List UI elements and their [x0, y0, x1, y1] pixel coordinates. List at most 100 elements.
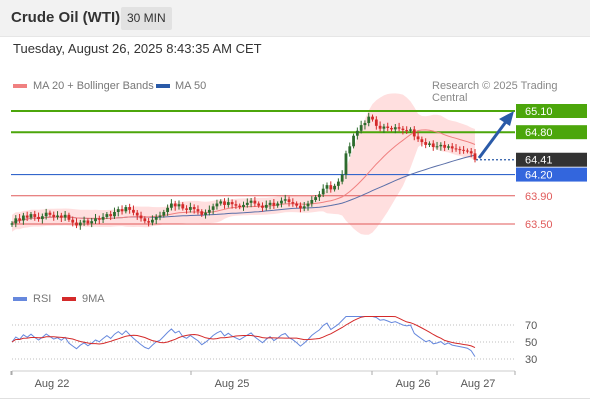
legend-swatch-9ma [62, 297, 76, 301]
bollinger-band-area [12, 93, 475, 235]
legend-item-9ma: 9MA [82, 293, 105, 305]
candle-body [382, 126, 386, 129]
candle-body [67, 214, 71, 220]
candle-body [409, 129, 412, 131]
candle-body [21, 215, 25, 221]
rsi-9ma-line [11, 316, 476, 349]
candle-body [287, 199, 291, 203]
projection-arrow-line [477, 118, 510, 159]
candle-body [86, 220, 90, 224]
candle-body [264, 204, 268, 208]
candle-body [431, 143, 435, 148]
candle-body [318, 194, 321, 198]
candle-body [374, 119, 378, 126]
candle-body [173, 203, 177, 207]
candle-body [200, 211, 204, 215]
candle-body [154, 216, 158, 220]
candle-body [333, 185, 336, 190]
legend-swatch-rsi [13, 297, 27, 301]
candles-group [10, 112, 477, 230]
chart-datetime: Tuesday, August 26, 2025 8:43:35 AM CET [13, 41, 262, 56]
candle-body [97, 218, 101, 220]
candle-body [443, 144, 447, 148]
candle-body [188, 207, 192, 210]
candle-body [428, 143, 431, 145]
candle-body [283, 199, 287, 201]
candle-body [393, 127, 397, 130]
candle-body [439, 144, 443, 147]
candle-body [166, 207, 169, 212]
candle-body [25, 215, 29, 218]
candle-body [185, 208, 188, 210]
candle-body [367, 116, 371, 124]
candle-body [371, 116, 374, 120]
candle-body [29, 214, 33, 218]
candle-body [299, 205, 302, 209]
candle-body [128, 207, 132, 210]
candle-body [359, 125, 363, 131]
candle-body [147, 221, 151, 223]
candle-body [242, 204, 245, 208]
candle-body [40, 216, 44, 220]
candle-body [348, 146, 352, 154]
candle-body [325, 185, 329, 189]
candle-body [416, 136, 420, 140]
candle-body [363, 123, 367, 126]
candle-body [352, 135, 355, 147]
x-tick-label-aug-26: Aug 26 [396, 378, 431, 390]
legend-item-rsi: RSI [33, 293, 52, 305]
candle-body [424, 142, 428, 145]
candle-body [132, 209, 135, 213]
legend-swatch-ma50 [156, 84, 170, 88]
candle-body [211, 206, 215, 210]
candle-body [272, 202, 276, 206]
candle-body [33, 214, 37, 217]
candle-body [291, 202, 295, 204]
candle-body [397, 127, 401, 129]
legend-item-ma20: MA 20 + Bollinger Bands [33, 80, 154, 92]
level-label-box-64.20 [516, 167, 587, 182]
candle-body [90, 221, 94, 224]
candle-body [59, 215, 63, 218]
candle-body [336, 181, 340, 186]
candle-body [458, 149, 462, 151]
candle-body [280, 200, 283, 204]
candle-body [295, 203, 299, 206]
candle-body [116, 209, 120, 212]
candle-body [52, 214, 56, 217]
candle-body [82, 220, 86, 223]
candle-body [151, 219, 154, 223]
candle-body [120, 209, 124, 212]
candle-body [18, 218, 21, 221]
candle-body [196, 209, 200, 212]
candle-body [276, 203, 280, 206]
candle-body [56, 215, 59, 217]
candle-body [302, 206, 306, 209]
candle-body [257, 203, 261, 206]
candle-body [412, 129, 416, 137]
candle-body [63, 214, 67, 218]
candle-body [306, 203, 310, 207]
candle-body [215, 203, 219, 207]
candle-body [14, 218, 18, 224]
candle-body [314, 197, 318, 200]
candle-body [158, 215, 162, 217]
candle-body [226, 202, 230, 205]
candle-body [344, 153, 348, 175]
candle-body [462, 149, 466, 151]
legend-item-ma50: MA 50 [175, 80, 207, 92]
candle-body [420, 139, 424, 143]
rsi-tick-30: 30 [525, 354, 537, 366]
x-tick-label-aug-22: Aug 22 [35, 378, 70, 390]
bottom-border [0, 398, 590, 399]
candle-body [192, 207, 196, 210]
candle-body [75, 222, 78, 226]
candle-body [253, 200, 257, 204]
timeframe-button[interactable]: 30 MIN [121, 7, 172, 30]
candle-body [230, 202, 234, 205]
candle-body [113, 211, 116, 217]
candle-body [310, 199, 314, 204]
instrument-title: Crude Oil (WTI) [11, 9, 121, 26]
